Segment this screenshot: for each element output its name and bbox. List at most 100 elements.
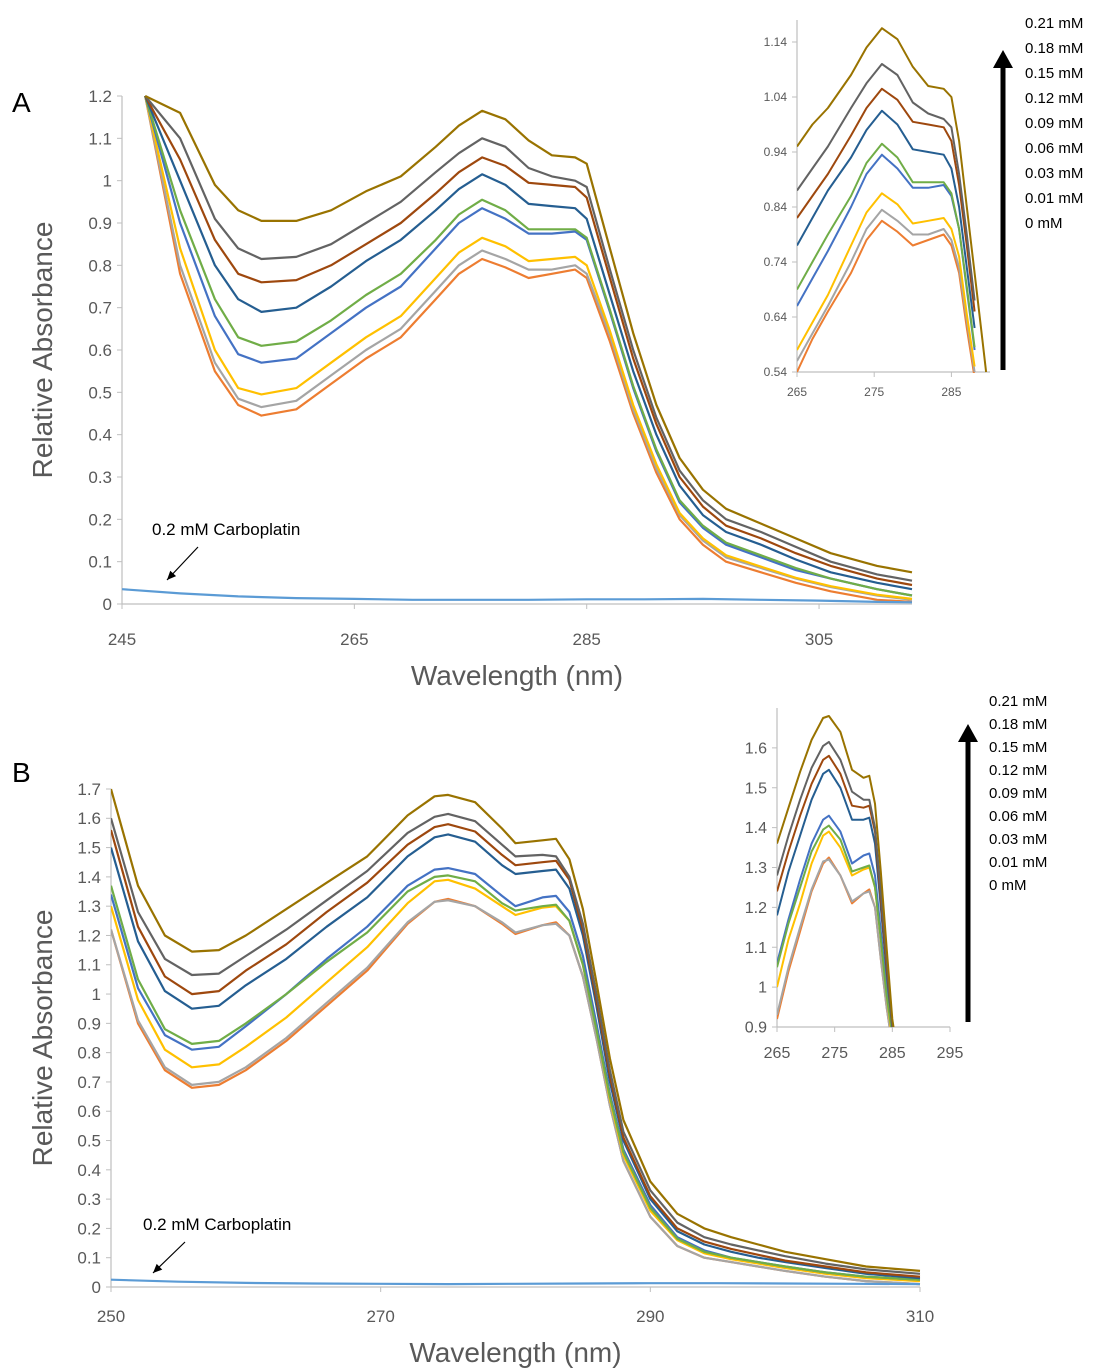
y-tick-label: 1 [92, 985, 101, 1004]
x-tick-label: 250 [97, 1307, 125, 1326]
x-tick-label: 285 [573, 630, 601, 649]
legend-entry: 0.03 mM [989, 831, 1047, 848]
y-tick-label: 0.8 [88, 256, 112, 275]
legend-entry: 0.21 mM [989, 693, 1047, 710]
series-line-0-15-mm [111, 823, 921, 1278]
y-tick-label: 1.1 [77, 956, 101, 975]
panel-b-main-chart: 0 0.1 0.2 0.3 0.4 0.5 0.6 0.7 0.8 0.9 1 1.1 1.2 1.3 1.… [27, 780, 934, 1368]
legend-entry: 0.18 mM [989, 716, 1047, 733]
x-tick-label: 310 [906, 1307, 934, 1326]
series-line-0-01-mm [111, 899, 921, 1286]
series-line-0-mm [797, 219, 975, 373]
series-line-0-01-mm [144, 95, 913, 601]
legend-entry: 0.18 mM [1025, 40, 1083, 57]
y-axis-title: Relative Absorbance [27, 910, 58, 1167]
y-tick-label: 0.84 [764, 200, 788, 214]
y-tick-label: 0.6 [77, 1102, 101, 1121]
y-tick-label: 0.9 [77, 1014, 101, 1033]
y-tick-label: 1 [758, 980, 767, 997]
y-tick-label: 0.4 [88, 426, 112, 445]
x-tick-label: 245 [108, 630, 136, 649]
y-tick-label: 1.4 [77, 868, 101, 887]
x-axis-title: Wavelength (nm) [411, 660, 623, 691]
series-line-0-15-mm [797, 87, 976, 312]
panel-a-concentration-arrow [993, 50, 1013, 370]
series-line-0-06-mm [144, 95, 913, 597]
legend-entry: 0.15 mM [989, 739, 1047, 756]
x-tick-label: 265 [764, 1045, 791, 1062]
panel-b-concentration-arrow [958, 724, 978, 1022]
y-tick-label: 0.2 [88, 510, 112, 529]
legend-entry: 0.21 mM [1025, 15, 1083, 32]
y-tick-label: 0.94 [764, 145, 788, 159]
y-tick-label: 0.9 [88, 214, 112, 233]
x-tick-label: 265 [787, 385, 807, 399]
y-tick-label: 1.7 [77, 780, 101, 799]
panel-b-inset-chart: 0.9 1 1.1 1.2 1.3 1.4 1.5 1.6 265 275 285 295 [745, 708, 964, 1062]
y-tick-label: 1.5 [745, 780, 767, 797]
y-tick-label: 1.1 [88, 129, 112, 148]
y-tick-label: 0.3 [88, 468, 112, 487]
series-line-0-21-mm [144, 95, 913, 574]
x-tick-label: 290 [636, 1307, 664, 1326]
y-tick-label: 1 [103, 172, 112, 191]
series-line-0-21-mm [777, 715, 895, 1028]
y-tick-label: 0.4 [77, 1161, 101, 1180]
y-tick-label: 0.74 [764, 255, 788, 269]
panel-b-legend: 0.21 mM 0.18 mM 0.15 mM 0.12 mM 0.09 mM … [989, 693, 1047, 894]
y-tick-label: 1.2 [745, 900, 767, 917]
x-tick-label: 265 [340, 630, 368, 649]
x-tick-label: 270 [366, 1307, 394, 1326]
y-tick-label: 0.1 [77, 1249, 101, 1268]
series-line-0-mm [144, 95, 913, 603]
series-line-0-18-mm [111, 812, 921, 1275]
legend-entry: 0.01 mM [1025, 190, 1083, 207]
legend-entry: 0 mM [1025, 215, 1063, 232]
series-line-0-18-mm [144, 95, 913, 582]
series-line-0-01-mm [777, 858, 891, 1028]
x-tick-label: 285 [879, 1045, 906, 1062]
panel-a: A 0 0.1 0.2 0.3 0.4 0.5 0.6 0.7 0.8 0.9 1 1.1 1.2 245… [12, 15, 1083, 691]
carboplatin-annotation: 0.2 mM Carboplatin [152, 520, 300, 539]
panel-a-label: A [12, 87, 31, 118]
y-tick-label: 0.1 [88, 553, 112, 572]
y-tick-label: 0.5 [88, 383, 112, 402]
y-tick-label: 1.2 [88, 87, 112, 106]
y-tick-label: 0.6 [88, 341, 112, 360]
series-line-0-03-mm [111, 878, 921, 1283]
y-tick-label: 0.7 [88, 299, 112, 318]
y-tick-label: 1.4 [745, 820, 767, 837]
y-tick-label: 0.9 [745, 1020, 767, 1037]
y-tick-label: 0.2 [77, 1219, 101, 1238]
legend-entry: 0.06 mM [1025, 140, 1083, 157]
legend-entry: 0.12 mM [1025, 90, 1083, 107]
y-tick-label: 1.1 [745, 940, 767, 957]
series-line-0-09-mm [111, 874, 921, 1281]
y-tick-label: 0.5 [77, 1131, 101, 1150]
series-line-0-21-mm [111, 788, 921, 1272]
y-tick-label: 0.8 [77, 1044, 101, 1063]
y-tick-label: 1.6 [77, 809, 101, 828]
carboplatin-annotation: 0.2 mM Carboplatin [143, 1215, 291, 1234]
legend-entry: 0.12 mM [989, 762, 1047, 779]
series-line-0-12-mm [111, 833, 921, 1280]
legend-entry: 0.09 mM [989, 785, 1047, 802]
x-tick-label: 295 [937, 1045, 964, 1062]
y-axis-title: Relative Absorbance [27, 222, 58, 479]
series-line-0-12-mm [797, 109, 976, 329]
y-tick-label: 1.3 [745, 860, 767, 877]
legend-entry: 0 mM [989, 877, 1027, 894]
y-tick-label: 0.64 [764, 310, 788, 324]
series-line-0-03-mm [144, 95, 913, 600]
series-line-0-09-mm [777, 824, 893, 1028]
series-line-0-09-mm [797, 142, 976, 348]
y-tick-label: 0 [92, 1278, 101, 1297]
x-tick-label: 275 [821, 1045, 848, 1062]
panel-a-main-chart: 0 0.1 0.2 0.3 0.4 0.5 0.6 0.7 0.8 0.9 1 1.1 1.2 245 26… [27, 87, 913, 691]
x-tick-label: 275 [864, 385, 884, 399]
annotation-arrow-head [153, 1263, 163, 1273]
legend-entry: 0.03 mM [1025, 165, 1083, 182]
y-tick-label: 0.54 [764, 365, 788, 379]
series-line-0-03-mm [777, 830, 892, 1028]
legend-entry: 0.01 mM [989, 854, 1047, 871]
